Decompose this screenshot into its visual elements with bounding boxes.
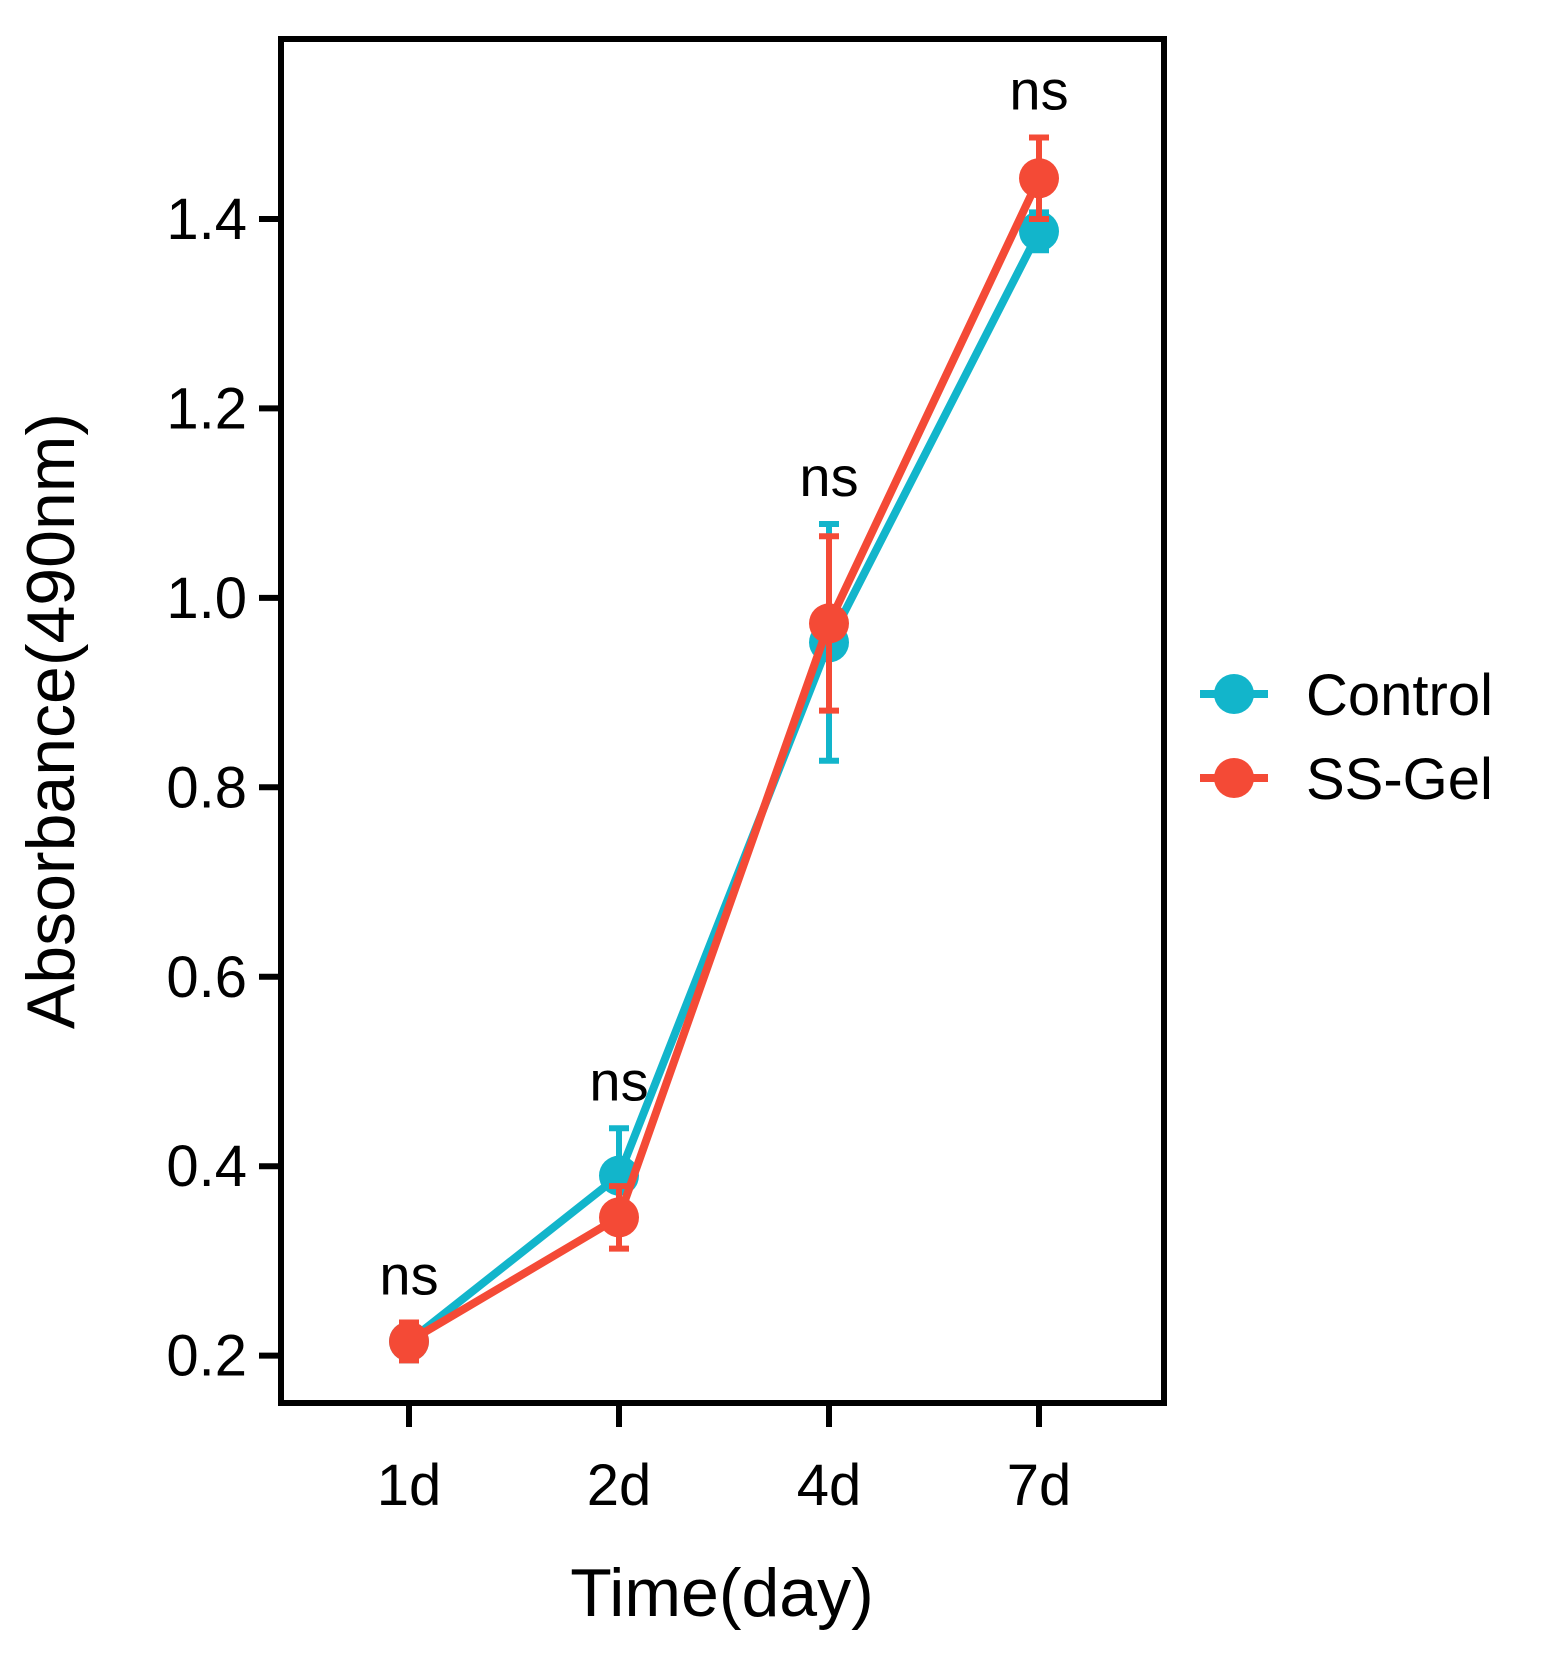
series-layer <box>389 134 1059 1364</box>
x-tick-label: 4d <box>797 1453 862 1518</box>
x-tick-label: 7d <box>1007 1453 1072 1518</box>
y-axis: 0.2 0.4 0.6 0.8 1.0 1.2 1.4 <box>166 187 281 1389</box>
y-axis-title: Absorbance(490nm) <box>13 413 89 1029</box>
legend-item: Control <box>1200 663 1493 728</box>
plot-area <box>278 36 1167 1406</box>
x-tick-label: 1d <box>377 1453 442 1518</box>
y-tick-label: 0.6 <box>166 945 247 1010</box>
series-control <box>389 209 1059 1364</box>
y-tick-label: 0.2 <box>166 1324 247 1389</box>
x-tick-label: 2d <box>587 1453 652 1518</box>
x-axis: 1d 2d 4d 7d <box>377 1403 1072 1518</box>
legend-marker <box>1214 674 1254 714</box>
y-tick-label: 1.4 <box>166 187 247 252</box>
x-axis-title: Time(day) <box>570 1555 874 1631</box>
legend-label: Control <box>1306 663 1493 728</box>
y-tick-label: 1.2 <box>166 376 247 441</box>
data-point <box>809 603 849 644</box>
legend-label: SS-Gel <box>1306 747 1493 812</box>
significance-label: ns <box>589 1049 648 1112</box>
significance-label: ns <box>379 1243 438 1306</box>
legend: Control SS-Gel <box>1200 663 1493 812</box>
legend-marker <box>1214 758 1254 798</box>
significance-label: ns <box>1009 59 1068 122</box>
data-point <box>389 1321 429 1362</box>
data-point <box>1019 158 1059 199</box>
y-tick-label: 1.0 <box>166 566 247 631</box>
plot-frame <box>278 36 1167 1406</box>
y-tick-label: 0.4 <box>166 1134 247 1199</box>
annotation-layer: ns ns ns ns <box>379 59 1068 1307</box>
series-ss-gel <box>389 134 1059 1364</box>
legend-item: SS-Gel <box>1200 747 1493 812</box>
data-point <box>599 1197 639 1238</box>
significance-label: ns <box>799 445 858 508</box>
series-line <box>406 176 1043 1345</box>
series-line <box>406 229 1043 1345</box>
y-tick-label: 0.8 <box>166 755 247 820</box>
